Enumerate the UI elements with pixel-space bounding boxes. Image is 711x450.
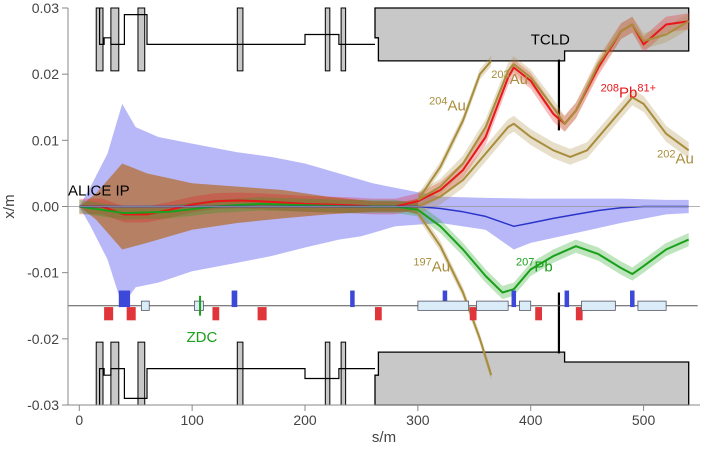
annotation-pb208: 208Pb81+ xyxy=(601,82,656,101)
dipole-element xyxy=(535,307,542,321)
quadrupole-element xyxy=(630,290,635,308)
y-tick-label: 0.02 xyxy=(32,66,59,82)
aperture-top-outline xyxy=(98,8,375,46)
drift-element xyxy=(519,300,532,311)
quadrupole-element xyxy=(350,290,355,308)
drift-element xyxy=(581,300,616,311)
aperture-bottom-magnet xyxy=(137,341,146,406)
aperture-top-magnet xyxy=(340,7,347,72)
aperture-bottom-block xyxy=(374,351,690,406)
series-line-202Au xyxy=(417,96,690,208)
aperture-background xyxy=(95,7,690,406)
x-tick-label: 200 xyxy=(293,412,317,428)
x-axis-title: s/m xyxy=(372,429,396,446)
series-line-207Pb xyxy=(79,202,690,294)
annotation-au202: 202Au xyxy=(657,148,694,167)
series-line-204Au xyxy=(417,60,492,201)
dipole-element xyxy=(104,307,114,321)
series-line-208Pb81+ xyxy=(79,20,689,216)
dipole-element xyxy=(575,307,583,321)
drift-element xyxy=(476,300,509,311)
y-tick-label: -0.01 xyxy=(27,265,59,281)
annotation-pb207: 207Pb xyxy=(516,256,553,275)
quadrupole-element xyxy=(442,290,448,308)
drift-element xyxy=(140,300,150,311)
series-line-197Au xyxy=(417,212,493,376)
x-tick-label: 100 xyxy=(180,412,204,428)
band-208Pb81+ xyxy=(79,13,689,223)
axes: 0 100 200 300 400 500 -0.03 -0.02 -0.01 0.00 0.01 0… xyxy=(1,0,700,446)
x-tick-label: 300 xyxy=(406,412,430,428)
y-tick-label: -0.02 xyxy=(27,331,59,347)
y-tick-label: 0.00 xyxy=(32,199,59,215)
x-tick-label: 500 xyxy=(632,412,656,428)
y-tick-label: 0.01 xyxy=(32,132,59,148)
dipole-element xyxy=(126,307,136,321)
annotations: ALICE IP TCLD ZDC 208Pb81+ 203Au 204Au 202Au 19… xyxy=(68,31,694,346)
drift-element xyxy=(193,300,204,311)
y-axis-title: x/m xyxy=(1,194,18,218)
aperture-bottom-magnet xyxy=(340,341,347,406)
quadrupole-element xyxy=(118,290,131,308)
quadrupole-element xyxy=(231,290,238,308)
aperture-top-magnet xyxy=(110,7,120,72)
aperture-top-magnet xyxy=(236,7,244,72)
aperture-bottom-magnet xyxy=(236,341,244,406)
x-tick-label: 0 xyxy=(75,412,83,428)
y-tick-label: -0.03 xyxy=(27,397,59,413)
band-203Au xyxy=(417,13,689,208)
aperture-bottom-magnet xyxy=(324,341,331,406)
y-tick-label: 0.03 xyxy=(32,0,59,16)
band-207Pb xyxy=(79,197,689,300)
annotation-alice: ALICE IP xyxy=(68,182,130,199)
dipole-element xyxy=(212,307,220,321)
annotation-zdc: ZDC xyxy=(187,329,218,346)
aperture-bottom-outline xyxy=(98,368,375,405)
drift-element xyxy=(637,300,667,311)
quadrupole-element xyxy=(564,290,570,308)
annotation-tcld: TCLD xyxy=(531,31,570,48)
aperture-top-magnet xyxy=(324,7,331,72)
quadrupole-element xyxy=(511,290,517,308)
annotation-au203: 203Au xyxy=(491,69,528,88)
series-layer xyxy=(68,13,698,381)
dipole-element xyxy=(469,307,477,321)
aperture-bottom-magnet xyxy=(110,341,120,406)
drift-element xyxy=(417,300,470,311)
annotation-au197: 197Au xyxy=(413,256,450,275)
aperture-top-magnet xyxy=(137,7,146,72)
band-202Au xyxy=(417,89,689,215)
dipole-element xyxy=(257,307,267,321)
x-tick-label: 400 xyxy=(519,412,543,428)
annotation-au204: 204Au xyxy=(429,96,466,115)
series-line-203Au xyxy=(417,20,690,201)
dipole-element xyxy=(374,307,382,321)
